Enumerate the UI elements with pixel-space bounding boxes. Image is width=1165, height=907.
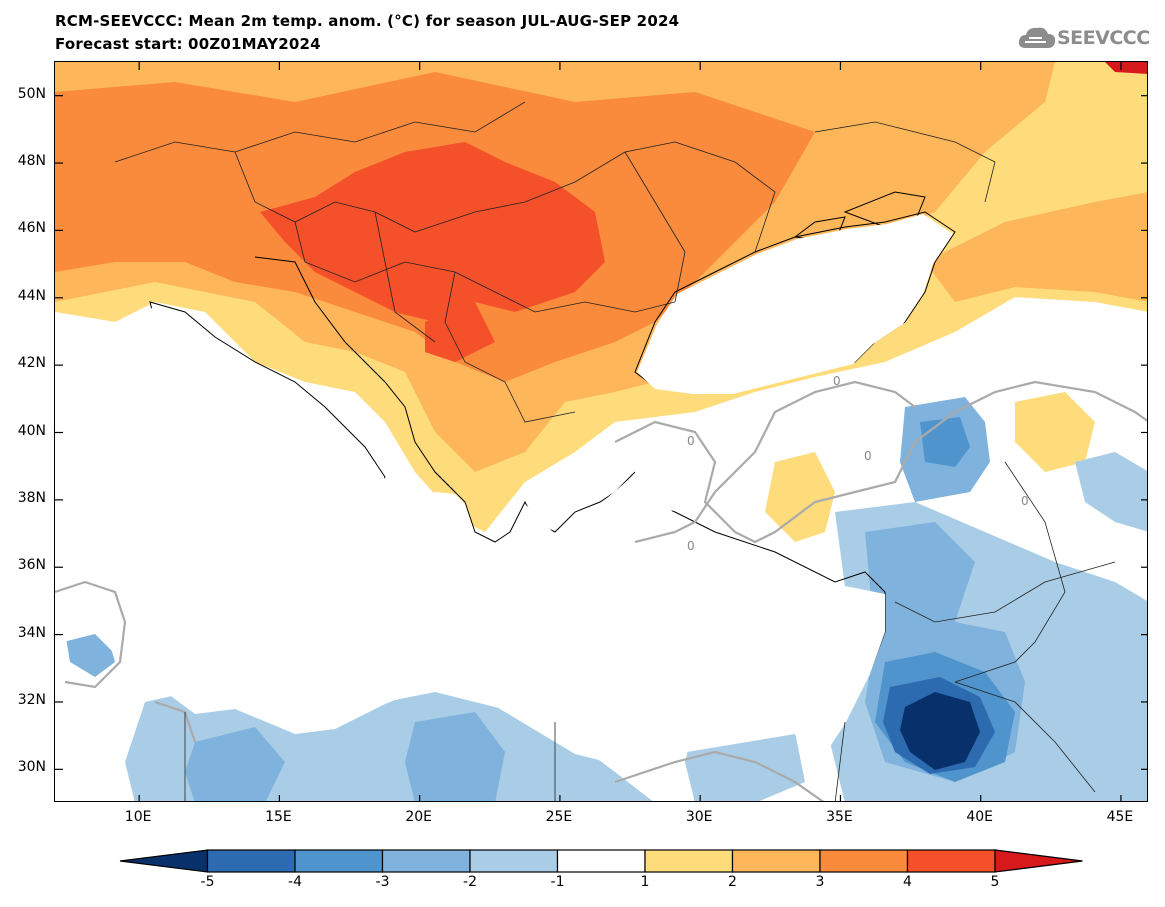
border bbox=[624, 151, 686, 303]
colorbar bbox=[119, 849, 1083, 873]
anomaly-minus2-libya bbox=[185, 727, 285, 801]
colorbar-segment bbox=[381, 849, 471, 873]
colorbar-segment bbox=[731, 849, 821, 873]
colorbar-level-label: -4 bbox=[288, 874, 302, 890]
lat-tick-label: 48N bbox=[17, 153, 46, 170]
anomaly-peak bbox=[1105, 62, 1147, 74]
azov-coastline bbox=[843, 191, 926, 228]
zero-contour-tunisia bbox=[55, 580, 127, 689]
zero-contour-anatolia bbox=[614, 380, 1147, 544]
lon-tick-label: 20E bbox=[405, 809, 432, 825]
border bbox=[954, 681, 1096, 793]
lat-tick-label: 46N bbox=[17, 220, 46, 237]
zero-contours bbox=[55, 380, 1147, 801]
colorbar-max-extension bbox=[994, 849, 1083, 873]
lon-tick-label: 30E bbox=[685, 809, 713, 825]
lon-tick-label: 35E bbox=[826, 809, 853, 825]
warm-anomaly-fields bbox=[55, 62, 1147, 622]
colorbar-level-label: 3 bbox=[815, 874, 825, 890]
lat-tick-label: 34N bbox=[17, 624, 46, 641]
colorbar-level-label: 2 bbox=[728, 874, 737, 890]
anomaly-minus2-egypt bbox=[405, 712, 505, 801]
colorbar-level-label: -5 bbox=[200, 874, 215, 890]
colorbar-level-label: -1 bbox=[550, 874, 565, 890]
colorbar-segment bbox=[556, 849, 646, 873]
zero-contour-label: 0 bbox=[1021, 494, 1029, 508]
map-panel: 0 0 0 0 0 bbox=[54, 61, 1148, 802]
lat-tick-label: 50N bbox=[17, 85, 46, 102]
zero-contour-anatolia-west bbox=[634, 380, 916, 544]
lat-tick-label: 44N bbox=[17, 287, 46, 304]
colorbar-level-label: -3 bbox=[375, 874, 390, 890]
country-borders bbox=[114, 101, 1116, 801]
turkey-south-coast bbox=[614, 491, 886, 593]
colorbar-level-label: 1 bbox=[640, 874, 650, 890]
border bbox=[374, 211, 436, 343]
forecast-start-label: Forecast start: 00Z01MAY2024 bbox=[55, 35, 321, 53]
lat-tick-label: 40N bbox=[17, 422, 46, 439]
border bbox=[814, 121, 996, 203]
zero-contour-label: 0 bbox=[687, 434, 695, 448]
lat-tick-label: 32N bbox=[17, 691, 46, 708]
anomaly-5-core bbox=[260, 142, 605, 322]
anomaly-minus5-core bbox=[900, 692, 980, 770]
anomaly-2-central-anatolia bbox=[765, 452, 835, 542]
lon-tick-label: 10E bbox=[124, 809, 152, 825]
adriatic-east-coast bbox=[254, 256, 456, 493]
border bbox=[414, 141, 676, 233]
axis-ticks bbox=[55, 62, 1147, 801]
lat-tick-label: 38N bbox=[17, 489, 46, 506]
lat-tick-label: 30N bbox=[17, 759, 46, 776]
border bbox=[294, 221, 496, 293]
anomaly-minus1-iran bbox=[1075, 452, 1147, 532]
anomaly-5-spot bbox=[425, 302, 495, 362]
colorbar-segment bbox=[819, 849, 909, 873]
colorbar-segment bbox=[294, 849, 384, 873]
anomaly-2-anatolia bbox=[1015, 392, 1095, 472]
colorbar-min-extension bbox=[119, 849, 209, 873]
map-title: RCM-SEEVCCC: Mean 2m temp. anom. (°C) fo… bbox=[55, 12, 680, 30]
zero-contour-label: 0 bbox=[833, 374, 841, 388]
zero-contour-egypt bbox=[614, 750, 825, 801]
colorbar-level-label: 5 bbox=[990, 874, 1000, 890]
lon-tick-label: 25E bbox=[545, 809, 573, 825]
border bbox=[444, 271, 576, 423]
lon-tick-label: 45E bbox=[1106, 809, 1134, 825]
border bbox=[114, 101, 526, 163]
border bbox=[834, 721, 846, 801]
colorbar-segment bbox=[469, 849, 559, 873]
zero-contour-label: 0 bbox=[687, 539, 695, 553]
anomaly-3-east bbox=[925, 192, 1147, 302]
border bbox=[234, 151, 416, 233]
black-sea bbox=[637, 214, 953, 394]
logo-text: SEEVCCC bbox=[1057, 27, 1150, 49]
cloud-icon bbox=[1018, 27, 1056, 48]
border bbox=[954, 461, 1066, 683]
lat-tick-label: 36N bbox=[17, 557, 46, 574]
lat-tick-label: 42N bbox=[17, 355, 46, 372]
border bbox=[674, 141, 776, 253]
colorbar-level-label: -2 bbox=[463, 874, 477, 890]
mediterranean-sea bbox=[55, 307, 885, 764]
zero-contour-label: 0 bbox=[864, 449, 872, 463]
colorbar-segment bbox=[206, 849, 296, 873]
colorbar-segment bbox=[644, 849, 734, 873]
lon-tick-label: 15E bbox=[265, 809, 292, 825]
colorbar-segment bbox=[906, 849, 996, 873]
lon-tick-label: 40E bbox=[966, 809, 994, 825]
border bbox=[494, 291, 676, 313]
colorbar-level-label: 4 bbox=[903, 874, 912, 890]
border bbox=[894, 561, 1116, 623]
